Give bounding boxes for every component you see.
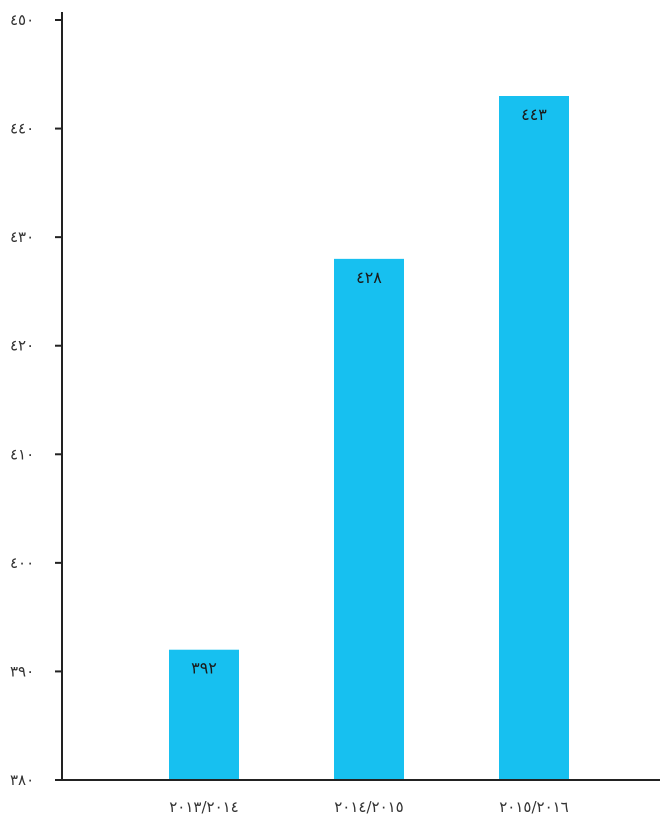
x-tick-label: ٢٠١٤/٢٠١٥ — [334, 798, 404, 816]
data-label: ٤٢٨ — [356, 268, 382, 287]
y-tick-label: ٣٩٠ — [10, 662, 34, 680]
bar — [334, 258, 404, 780]
x-tick-label: ٢٠١٣/٢٠١٤ — [169, 798, 239, 816]
data-label: ٣٩٢ — [191, 659, 217, 678]
y-tick-label: ٤٢٠ — [10, 337, 34, 355]
x-tick-label: ٢٠١٥/٢٠١٦ — [499, 798, 569, 816]
y-tick-label: ٤٠٠ — [10, 554, 34, 572]
bar — [499, 96, 569, 780]
plot-area: ٣٩٢ ٤٢٨ ٤٤٣ ٣٨٠ ٣٩٠ ٤٠٠ ٤١٠ ٤٢٠ ٤٣٠ ٤٤٠ ٤٥٠ ٢٠١٣/٢٠… — [10, 11, 660, 816]
y-tick-label: ٤٣٠ — [10, 228, 34, 246]
data-label: ٤٤٣ — [521, 105, 547, 124]
y-tick-label: ٤٤٠ — [10, 120, 34, 138]
y-tick-label: ٣٨٠ — [10, 771, 34, 789]
bar — [169, 649, 239, 780]
y-tick-label: ٤٥٠ — [10, 11, 34, 29]
y-tick-label: ٤١٠ — [10, 445, 34, 463]
